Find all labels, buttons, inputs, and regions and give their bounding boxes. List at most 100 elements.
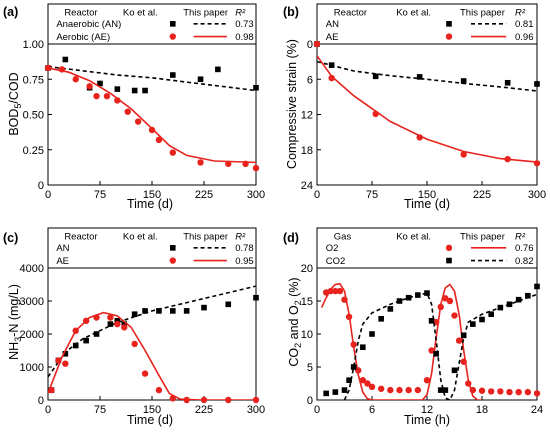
panel-a-legend-header-stat: R² bbox=[235, 8, 246, 19]
panel-a-y-axis-title: BOD5/COD bbox=[7, 72, 23, 135]
panel-a-data-point bbox=[58, 66, 66, 73]
panel-a-x-tick-label: 225 bbox=[195, 189, 213, 201]
panel-d-data-point bbox=[327, 287, 334, 295]
panel-d-data-point bbox=[364, 380, 371, 387]
panel-b-data-point bbox=[534, 81, 540, 87]
panel-b-data-point bbox=[460, 78, 467, 84]
panel-d-data-point bbox=[368, 383, 376, 390]
panel-d-legend-r2: 0.76 bbox=[515, 243, 534, 254]
panel-c-x-tick-label: 0 bbox=[45, 404, 51, 416]
panel-c-x-tick-label: 75 bbox=[94, 404, 106, 416]
panel-a-legend-header-model: This paper bbox=[183, 8, 228, 19]
panel-d-data-point bbox=[488, 311, 494, 317]
panel-b-data-point bbox=[328, 74, 335, 82]
panel-a-data-point bbox=[242, 160, 249, 168]
panel-a-data-point bbox=[169, 149, 176, 156]
panel-c-data-point bbox=[225, 301, 232, 308]
panel-b-data-point bbox=[416, 74, 423, 80]
panel-c-data-point bbox=[225, 396, 232, 404]
panel-b-legend-header-model: This paper bbox=[460, 8, 505, 19]
panel-a-data-point bbox=[72, 76, 79, 83]
panel-a-data-point bbox=[134, 118, 142, 125]
panel-d-data-point bbox=[524, 388, 532, 396]
panel-c-y-tick-label: 0 bbox=[38, 395, 44, 407]
panel-a-data-point bbox=[114, 86, 121, 92]
panel-a-data-point bbox=[148, 126, 156, 134]
panel-d-data-point bbox=[387, 306, 394, 312]
panel-d-data-point bbox=[433, 351, 439, 357]
panel-b-legend-series-name: AN bbox=[326, 19, 339, 30]
panel-d-legend-series-name: O2 bbox=[326, 243, 339, 254]
panel-d-data-point bbox=[437, 387, 444, 393]
panel-a-data-point bbox=[93, 92, 100, 100]
panel-a-y-tick-label: 0 bbox=[38, 180, 44, 192]
panel-c-data-point bbox=[201, 304, 207, 311]
panel-d-data-point bbox=[405, 386, 412, 394]
panel-c-data-point bbox=[62, 351, 69, 357]
panel-c-x-tick-label: 150 bbox=[143, 404, 161, 416]
panel-c-data-point bbox=[93, 331, 100, 337]
panel-c-legend-header-model: This paper bbox=[183, 232, 228, 243]
panel-c-legend-r2: 0.95 bbox=[235, 256, 254, 267]
panel-d-gas: (d) Time (h) CO2 and O2 (%) Gas Ko et al.… bbox=[283, 227, 543, 427]
panel-d-data-point bbox=[405, 294, 412, 301]
panel-d-legend-header-model: This paper bbox=[460, 232, 505, 243]
panel-c-data-point bbox=[253, 294, 259, 301]
panel-c-legend-series-name: AN bbox=[56, 243, 69, 254]
panel-a-data-point bbox=[103, 92, 111, 100]
panel-d-data-point bbox=[345, 313, 353, 321]
panel-d-data-point bbox=[478, 387, 486, 394]
panel-b-compressive-strain: (b) Time (d) Compressive strain (%) Reac… bbox=[283, 3, 546, 211]
panel-d-data-point bbox=[341, 296, 348, 303]
panel-c-y-tick-label: 3000 bbox=[20, 296, 44, 308]
panel-c-legend-header-data: Ko et al. bbox=[123, 232, 158, 243]
panel-c-data-point bbox=[107, 321, 114, 327]
panel-d-legend-header-group: Gas bbox=[334, 232, 352, 243]
panel-label-b: (b) bbox=[283, 5, 299, 19]
panel-c-data-point bbox=[121, 321, 128, 327]
panel-a-data-point bbox=[97, 80, 103, 87]
panel-a-legend-header-data: Ko et al. bbox=[123, 8, 158, 19]
panel-c-data-point bbox=[252, 396, 260, 404]
panel-b-plot-frame bbox=[316, 43, 538, 186]
panel-c-data-point bbox=[82, 317, 90, 324]
panel-b-fit-line-an bbox=[317, 60, 537, 92]
panel-d-data-point bbox=[423, 377, 431, 384]
panel-d-data-point bbox=[497, 304, 504, 311]
panel-c-data-point bbox=[170, 308, 176, 314]
panel-c-data-point bbox=[141, 370, 149, 377]
panel-d-data-point bbox=[465, 380, 472, 387]
panel-b-data-point bbox=[313, 40, 321, 48]
panel-d-y-tick-label: 0 bbox=[307, 395, 313, 407]
panel-d-data-point bbox=[515, 296, 522, 303]
panel-a-data-point bbox=[142, 87, 148, 94]
panel-a-x-tick-label: 75 bbox=[94, 189, 106, 201]
panel-a-y-tick-label: 0.50 bbox=[23, 110, 44, 122]
panel-a-data-point bbox=[62, 56, 69, 63]
panel-d-data-point bbox=[396, 298, 403, 304]
panel-a-x-tick-label: 300 bbox=[247, 189, 265, 201]
panel-b-data-point bbox=[372, 110, 379, 118]
panel-b-y-tick-label: 0 bbox=[307, 39, 313, 51]
panel-b-data-point bbox=[504, 155, 511, 163]
panel-c-data-point bbox=[183, 396, 190, 404]
panel-d-data-point bbox=[415, 292, 421, 298]
panel-d-x-tick-label: 18 bbox=[476, 404, 488, 416]
panel-d-data-point bbox=[332, 287, 339, 295]
panel-c-data-point bbox=[72, 342, 79, 349]
panel-b-legend-marker bbox=[446, 21, 452, 27]
panel-label-c: (c) bbox=[3, 231, 18, 245]
panel-a-data-point bbox=[124, 108, 131, 115]
panel-d-data-point bbox=[455, 337, 463, 344]
panel-d-data-point bbox=[497, 388, 504, 395]
panel-c-legend-header-stat: R² bbox=[235, 232, 246, 243]
panel-d-data-point bbox=[534, 283, 540, 290]
panel-a-legend-series-name: Anaerobic (AN) bbox=[56, 19, 121, 30]
panel-b-legend-header-data: Ko et al. bbox=[396, 8, 431, 19]
panel-a-data-point bbox=[114, 97, 121, 104]
panel-b-legend-series-name: AE bbox=[326, 32, 339, 43]
panel-d-data-point bbox=[506, 301, 513, 308]
panel-a-fit-line-aerobic-ae- bbox=[48, 67, 256, 164]
panel-d-legend-header-stat: R² bbox=[515, 232, 526, 243]
